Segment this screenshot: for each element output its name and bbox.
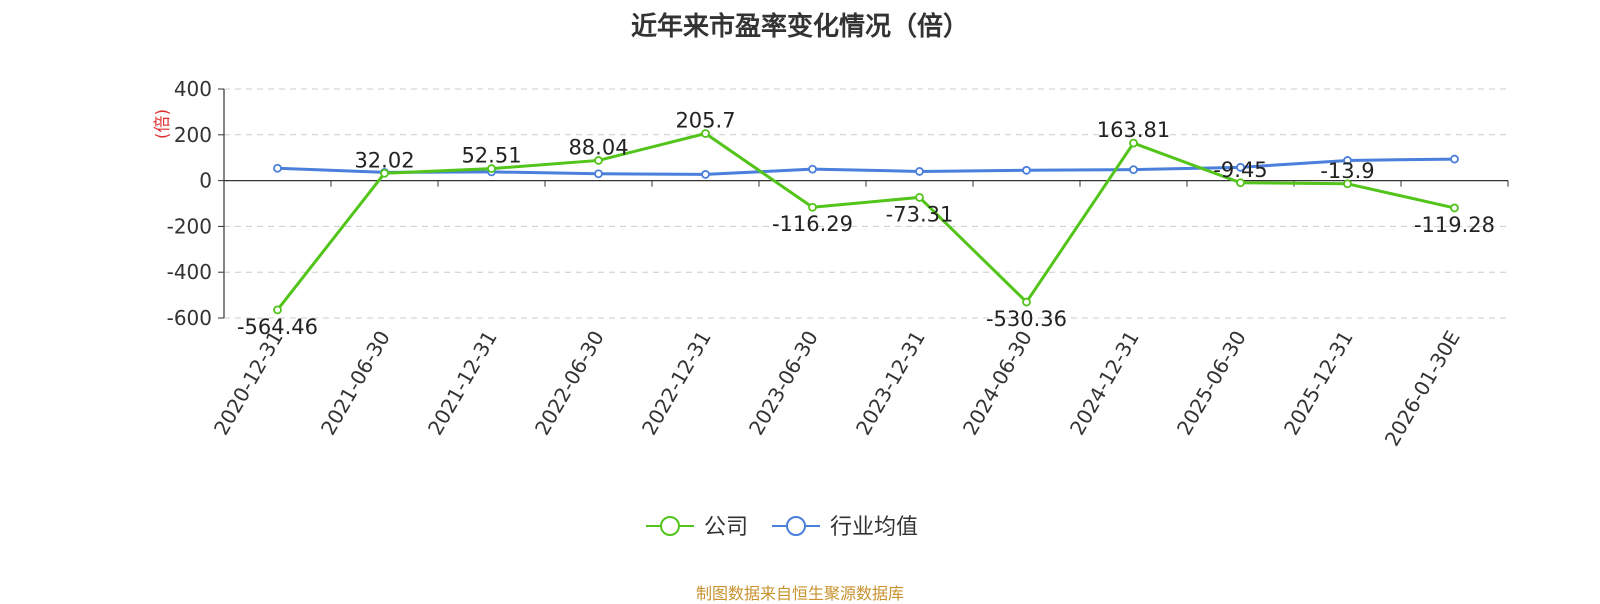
legend-marker bbox=[786, 516, 806, 536]
data-point bbox=[808, 164, 817, 174]
y-tick-label: 0 bbox=[199, 169, 212, 193]
data-point bbox=[1450, 154, 1459, 164]
data-point bbox=[915, 167, 924, 176]
data-source-note: 制图数据来自恒生聚源数据库 bbox=[695, 584, 904, 603]
x-tick-label: 2021-12-31 bbox=[423, 327, 502, 440]
data-point bbox=[594, 169, 603, 179]
x-tick-label: 2023-06-30 bbox=[744, 327, 823, 440]
axes: 400 200 0 -200 -400 -600 (倍) 2020-12-31 2021-06-… bbox=[153, 77, 1509, 451]
data-label: -564.46 bbox=[237, 315, 318, 339]
x-tick-label: 2024-06-30 bbox=[958, 327, 1037, 440]
x-tick-label: 2022-12-31 bbox=[637, 327, 716, 440]
data-point bbox=[1129, 165, 1138, 175]
x-tick-label: 2026-01-30E bbox=[1380, 327, 1465, 451]
data-point bbox=[273, 305, 282, 315]
data-point bbox=[1343, 179, 1352, 189]
grid-lines bbox=[224, 88, 1508, 319]
legend-label: 行业均值 bbox=[830, 515, 918, 540]
y-tick-label: -200 bbox=[167, 214, 212, 238]
data-label: 163.81 bbox=[1097, 118, 1170, 142]
x-tick-label: 2025-12-31 bbox=[1279, 327, 1358, 440]
series-lines bbox=[273, 129, 1459, 315]
data-point bbox=[1129, 138, 1138, 148]
data-label: -9.45 bbox=[1213, 158, 1267, 182]
legend-item-company[interactable]: 公司 bbox=[646, 515, 748, 540]
data-point bbox=[380, 168, 389, 178]
data-point bbox=[1022, 165, 1031, 175]
x-tick-label: 2025-06-30 bbox=[1172, 327, 1251, 440]
legend-item-industry-average[interactable]: 行业均值 bbox=[772, 515, 918, 540]
x-tick-label: 2024-12-31 bbox=[1065, 327, 1144, 440]
data-point bbox=[915, 192, 924, 202]
data-point bbox=[1236, 178, 1245, 188]
y-axis-label: (倍) bbox=[153, 109, 173, 139]
x-tick-label: 2022-06-30 bbox=[530, 327, 609, 440]
x-tick-label: 2021-06-30 bbox=[316, 327, 395, 440]
data-label: -116.29 bbox=[772, 212, 853, 236]
data-point bbox=[808, 202, 817, 212]
series-line-industry-average bbox=[277, 157, 1455, 176]
y-tick-label: -400 bbox=[167, 260, 212, 284]
data-point bbox=[487, 164, 496, 173]
data-point bbox=[701, 170, 710, 179]
data-point bbox=[1343, 156, 1352, 165]
data-point bbox=[1022, 297, 1031, 307]
legend-label: 公司 bbox=[704, 515, 748, 540]
y-tick-label: 400 bbox=[174, 77, 212, 101]
x-tick-label: 2020-12-31 bbox=[209, 327, 288, 440]
data-point bbox=[1450, 203, 1459, 213]
data-label: 52.51 bbox=[461, 144, 521, 168]
data-label: 205.7 bbox=[675, 108, 735, 132]
data-label: 32.02 bbox=[354, 148, 414, 172]
data-point bbox=[701, 129, 710, 138]
data-point bbox=[594, 156, 603, 165]
data-label: -13.9 bbox=[1320, 159, 1374, 183]
data-label: -530.36 bbox=[986, 307, 1067, 331]
y-tick-label: 200 bbox=[174, 123, 212, 147]
data-point bbox=[1236, 162, 1245, 172]
data-label: -73.31 bbox=[886, 202, 954, 226]
chart-title: 近年来市盈率变化情况（倍） bbox=[630, 12, 969, 42]
y-tick-label: -600 bbox=[167, 306, 212, 330]
data-labels: -564.46 32.02 52.51 88.04 205.7 -116.29 -73.31… bbox=[237, 108, 1495, 338]
data-label: 88.04 bbox=[568, 135, 628, 159]
legend[interactable]: 公司 行业均值 bbox=[646, 515, 918, 540]
x-tick-label: 2023-12-31 bbox=[851, 327, 930, 440]
legend-marker bbox=[660, 516, 680, 536]
series-line-company bbox=[276, 131, 1455, 311]
data-point bbox=[273, 163, 282, 173]
data-label: -119.28 bbox=[1414, 213, 1495, 237]
